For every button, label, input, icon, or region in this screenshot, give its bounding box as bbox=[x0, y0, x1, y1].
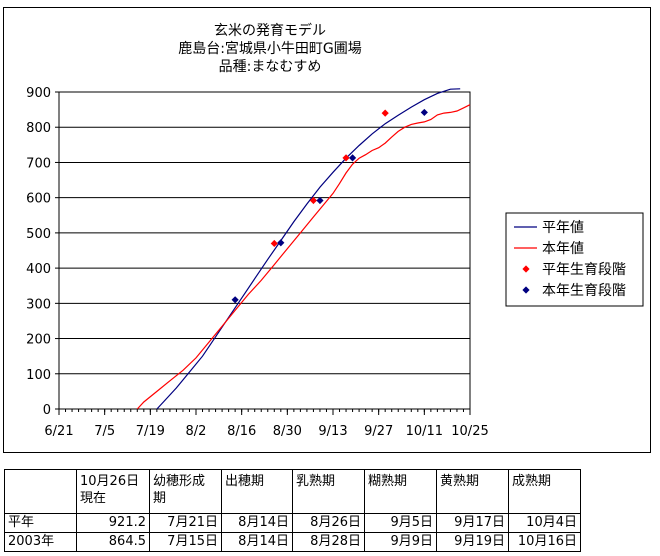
y-axis: 0 100 200 300 400 500 600 700 800 900 bbox=[26, 86, 59, 418]
x-tick-label: 8/2 bbox=[186, 424, 207, 439]
series-marker bbox=[381, 109, 389, 117]
series-marker bbox=[316, 196, 324, 205]
table-cell: 8月14日 bbox=[221, 532, 293, 552]
legend-label: 本年生育段階 bbox=[542, 283, 626, 299]
y-tick-label: 100 bbox=[26, 368, 51, 383]
y-tick-label: 600 bbox=[26, 192, 51, 207]
table-cell: 7月15日 bbox=[149, 532, 222, 552]
series-marker bbox=[348, 154, 357, 162]
table-cell: 9月19日 bbox=[436, 532, 509, 552]
table-cell: 2003年 bbox=[4, 532, 77, 552]
table-cell: 10月4日 bbox=[508, 513, 581, 533]
table-cell: 864.5 bbox=[76, 532, 150, 552]
table-cell: 8月26日 bbox=[292, 513, 365, 533]
legend-swatch bbox=[522, 286, 530, 294]
table-header-cell: 糊熟期 bbox=[364, 469, 437, 514]
y-tick-label: 900 bbox=[26, 86, 51, 101]
series-marker bbox=[277, 239, 285, 247]
table-cell: 8月28日 bbox=[292, 532, 365, 552]
x-axis: 6/21 7/5 7/19 8/2 8/16 8/30 9/13 9/27 10/11 10/25 bbox=[44, 409, 489, 439]
plot-area bbox=[58, 91, 471, 410]
table-cell: 9月9日 bbox=[364, 532, 437, 552]
table-header-cell: 幼穂形成期 bbox=[149, 469, 222, 514]
table-header-cell: 10月26日 現在 bbox=[76, 469, 150, 514]
x-tick-label: 8/30 bbox=[273, 424, 302, 439]
x-tick-label: 9/27 bbox=[364, 424, 393, 439]
series-line bbox=[156, 88, 461, 410]
y-tick-label: 200 bbox=[26, 333, 51, 348]
series-marker bbox=[342, 154, 350, 162]
series-line bbox=[136, 104, 471, 410]
y-tick-label: 800 bbox=[26, 121, 51, 136]
title-line: 鹿島台:宮城県小牛田町G圃場 bbox=[178, 40, 362, 57]
x-tick-label: 7/5 bbox=[94, 424, 115, 439]
series-marker bbox=[420, 108, 428, 117]
legend-label: 平年生育段階 bbox=[542, 262, 626, 278]
legend-swatch bbox=[522, 265, 530, 273]
chart-frame: 玄米の発育モデル 鹿島台:宮城県小牛田町G圃場 品種:まなむすめ 0 100 200 30… bbox=[3, 7, 651, 453]
legend-label: 本年値 bbox=[542, 241, 584, 257]
table-header-cell: 成熟期 bbox=[508, 469, 581, 514]
table-header-row: 10月26日 現在 幼穂形成期出穂期 乳熟期 糊熟期 黄熟期 成熟期 bbox=[4, 469, 581, 514]
x-tick-label: 7/19 bbox=[136, 424, 165, 439]
y-tick-label: 500 bbox=[26, 227, 51, 242]
table-header-cell: 出穂期 bbox=[221, 469, 293, 514]
table-cell: 8月14日 bbox=[221, 513, 293, 533]
y-tick-label: 300 bbox=[26, 297, 51, 312]
stage-table: 10月26日 現在 幼穂形成期出穂期 乳熟期 糊熟期 黄熟期 成熟期 平年 921.2 7月21日… bbox=[4, 469, 581, 552]
table-cell: 9月5日 bbox=[364, 513, 437, 533]
y-tick-label: 400 bbox=[26, 262, 51, 277]
series-marker bbox=[231, 296, 239, 304]
table-cell: 7月21日 bbox=[149, 513, 222, 533]
x-tick-label: 9/13 bbox=[318, 424, 347, 439]
series-layer bbox=[136, 88, 471, 410]
legend-label: 平年値 bbox=[542, 220, 584, 236]
table-header-cell: 黄熟期 bbox=[436, 469, 509, 514]
series-marker bbox=[270, 239, 278, 248]
table-row: 2003年 864.5 7月15日 8月14日 8月28日 9月9日 9月19日 10月16日 bbox=[4, 532, 581, 552]
title-line: 品種:まなむすめ bbox=[219, 59, 322, 75]
table-header-cell bbox=[4, 469, 77, 514]
y-tick-label: 0 bbox=[43, 403, 51, 418]
grid-lines bbox=[59, 91, 470, 375]
table-row: 平年 921.2 7月21日 8月14日 8月26日 9月5日 9月17日 10月4日 bbox=[4, 513, 581, 533]
y-tick-label: 700 bbox=[26, 156, 51, 171]
table-cell: 921.2 bbox=[76, 513, 150, 533]
x-tick-label: 8/16 bbox=[227, 424, 256, 439]
x-tick-label: 10/25 bbox=[451, 424, 488, 439]
table-cell: 平年 bbox=[4, 513, 77, 533]
table-cell: 10月16日 bbox=[508, 532, 581, 552]
table-header-cell: 乳熟期 bbox=[292, 469, 365, 514]
x-tick-label: 10/11 bbox=[406, 424, 443, 439]
series-marker bbox=[309, 196, 318, 205]
x-tick-label: 6/21 bbox=[44, 424, 73, 439]
title-line: 玄米の発育モデル bbox=[214, 22, 326, 39]
table-cell: 9月17日 bbox=[436, 513, 509, 533]
